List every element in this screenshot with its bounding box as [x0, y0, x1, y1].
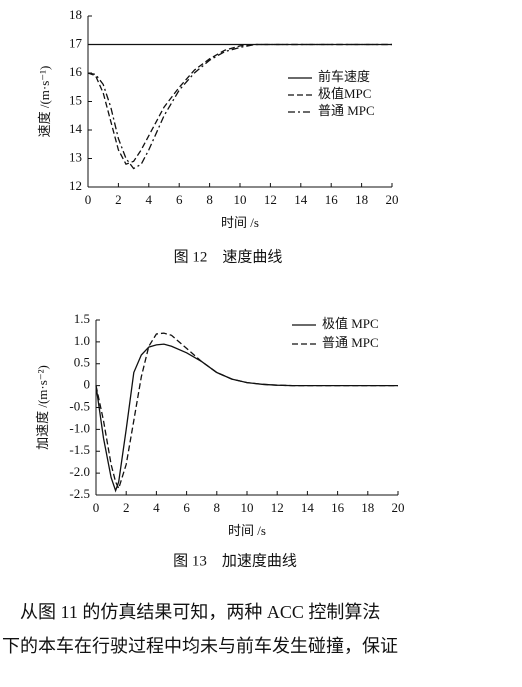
series-line	[95, 343, 398, 493]
x-tick-label: 18	[355, 192, 368, 207]
x-axis-label: 时间 /s	[228, 523, 266, 538]
y-tick-label: 0	[84, 377, 91, 392]
y-tick-label: 13	[69, 149, 82, 164]
paragraph-line: 下的本车在行驶过程中均未与前车发生碰撞，保证	[2, 636, 398, 656]
x-tick-label: 18	[361, 500, 374, 515]
x-tick-label: 20	[392, 500, 405, 515]
y-tick-label: 15	[69, 92, 82, 107]
y-axis-label: 加速度 /(m·s⁻²)	[35, 365, 50, 450]
legend-label: 前车速度	[318, 69, 370, 84]
y-axis-label: 速度 /(m·s⁻¹)	[37, 66, 52, 138]
x-tick-label: 16	[325, 192, 339, 207]
x-axis-label: 时间 /s	[221, 215, 259, 230]
series-line	[87, 43, 392, 166]
y-tick-label: 0.5	[74, 355, 90, 370]
y-tick-label: -2.5	[69, 486, 90, 501]
x-tick-label: 2	[115, 192, 122, 207]
x-tick-label: 20	[386, 192, 399, 207]
figure-caption: 图 13 加速度曲线	[173, 552, 297, 569]
y-tick-label: -2.0	[69, 464, 90, 479]
y-tick-label: 16	[69, 64, 83, 79]
x-tick-label: 8	[214, 500, 221, 515]
x-tick-label: 14	[301, 500, 315, 515]
paragraph-line: 从图 11 的仿真结果可知，两种 ACC 控制算法	[20, 602, 380, 622]
x-tick-label: 0	[93, 500, 100, 515]
x-tick-label: 14	[294, 192, 308, 207]
x-tick-label: 0	[85, 192, 92, 207]
y-tick-label: 12	[69, 178, 82, 193]
y-tick-label: -1.0	[69, 420, 90, 435]
x-tick-label: 6	[183, 500, 190, 515]
x-tick-label: 4	[153, 500, 160, 515]
y-tick-label: -1.5	[69, 442, 90, 457]
legend-label: 普通 MPC	[322, 335, 379, 350]
x-tick-label: 8	[206, 192, 213, 207]
x-tick-label: 2	[123, 500, 130, 515]
x-tick-label: 10	[241, 500, 254, 515]
y-tick-label: 1.0	[74, 333, 90, 348]
y-tick-label: 1.5	[74, 311, 90, 326]
legend-label: 极值MPC	[318, 86, 371, 101]
x-tick-label: 12	[264, 192, 277, 207]
series-line	[87, 43, 392, 170]
y-tick-label: 18	[69, 7, 82, 22]
y-tick-label: -0.5	[69, 398, 90, 413]
series-line	[95, 332, 398, 491]
figure-caption: 图 12 速度曲线	[174, 248, 283, 265]
x-tick-label: 4	[146, 192, 153, 207]
y-tick-label: 17	[69, 35, 83, 50]
x-tick-label: 10	[234, 192, 247, 207]
x-tick-label: 16	[331, 500, 345, 515]
x-tick-label: 12	[271, 500, 284, 515]
y-tick-label: 14	[69, 121, 83, 136]
x-tick-label: 6	[176, 192, 183, 207]
legend-label: 极值 MPC	[322, 316, 379, 331]
legend-label: 普通 MPC	[318, 103, 375, 118]
